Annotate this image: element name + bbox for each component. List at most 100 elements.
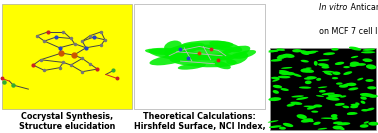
- Text: In vitro: In vitro: [319, 3, 348, 12]
- Ellipse shape: [149, 54, 189, 65]
- Ellipse shape: [297, 114, 307, 119]
- Ellipse shape: [311, 111, 318, 113]
- Ellipse shape: [347, 112, 355, 115]
- Ellipse shape: [291, 95, 304, 97]
- Text: Anticancer studies: Anticancer studies: [348, 3, 378, 12]
- Ellipse shape: [164, 45, 234, 59]
- Ellipse shape: [340, 95, 346, 98]
- Ellipse shape: [304, 119, 314, 122]
- Ellipse shape: [277, 48, 285, 51]
- Ellipse shape: [145, 49, 178, 55]
- Ellipse shape: [292, 73, 302, 77]
- Ellipse shape: [305, 80, 311, 84]
- Ellipse shape: [343, 71, 352, 75]
- Ellipse shape: [213, 61, 231, 69]
- Ellipse shape: [302, 69, 314, 73]
- Ellipse shape: [331, 48, 339, 51]
- Ellipse shape: [335, 62, 344, 65]
- Ellipse shape: [283, 54, 294, 58]
- Ellipse shape: [283, 123, 293, 127]
- Ellipse shape: [273, 85, 282, 88]
- Ellipse shape: [269, 125, 282, 128]
- Ellipse shape: [307, 76, 317, 79]
- Ellipse shape: [348, 87, 358, 90]
- Ellipse shape: [299, 86, 311, 89]
- Ellipse shape: [318, 59, 329, 61]
- Ellipse shape: [279, 70, 290, 74]
- Ellipse shape: [305, 51, 319, 53]
- Ellipse shape: [181, 40, 233, 50]
- Ellipse shape: [268, 120, 279, 123]
- Ellipse shape: [357, 78, 363, 80]
- Ellipse shape: [338, 127, 345, 130]
- Ellipse shape: [290, 102, 302, 105]
- Ellipse shape: [366, 108, 374, 111]
- Ellipse shape: [360, 93, 374, 97]
- Ellipse shape: [364, 59, 373, 62]
- Ellipse shape: [361, 101, 366, 104]
- Ellipse shape: [292, 49, 302, 52]
- Ellipse shape: [318, 86, 327, 88]
- Text: Theoretical Calculations:
Hirshfeld Surface, NCI Index,
Molecular Modelling: Theoretical Calculations: Hirshfeld Surf…: [133, 112, 265, 133]
- Ellipse shape: [339, 85, 348, 88]
- FancyBboxPatch shape: [270, 48, 376, 130]
- Ellipse shape: [280, 88, 289, 91]
- Text: on MCF 7 cell lines: on MCF 7 cell lines: [319, 27, 378, 36]
- Ellipse shape: [279, 127, 286, 130]
- Ellipse shape: [350, 61, 360, 66]
- Ellipse shape: [347, 112, 358, 115]
- Ellipse shape: [316, 95, 324, 97]
- FancyBboxPatch shape: [2, 4, 132, 109]
- Ellipse shape: [164, 41, 182, 52]
- Ellipse shape: [209, 41, 242, 52]
- Ellipse shape: [314, 104, 322, 107]
- Ellipse shape: [350, 105, 358, 108]
- Ellipse shape: [278, 55, 288, 58]
- Ellipse shape: [355, 102, 359, 105]
- Ellipse shape: [368, 122, 378, 126]
- Ellipse shape: [323, 52, 335, 55]
- Ellipse shape: [333, 126, 343, 130]
- Ellipse shape: [361, 51, 375, 53]
- Ellipse shape: [234, 50, 256, 59]
- Ellipse shape: [351, 56, 358, 58]
- Ellipse shape: [305, 67, 311, 69]
- Ellipse shape: [279, 71, 290, 75]
- Ellipse shape: [321, 66, 330, 69]
- Ellipse shape: [178, 63, 206, 70]
- Ellipse shape: [324, 72, 332, 75]
- Ellipse shape: [278, 76, 291, 78]
- Ellipse shape: [342, 106, 349, 108]
- Ellipse shape: [196, 54, 233, 61]
- Ellipse shape: [322, 93, 335, 95]
- Ellipse shape: [349, 47, 361, 51]
- Ellipse shape: [285, 72, 295, 75]
- Ellipse shape: [271, 77, 280, 79]
- Ellipse shape: [301, 68, 310, 73]
- Ellipse shape: [301, 118, 313, 123]
- Ellipse shape: [363, 58, 372, 62]
- Ellipse shape: [268, 50, 278, 52]
- Ellipse shape: [287, 103, 295, 107]
- Ellipse shape: [305, 51, 316, 54]
- Ellipse shape: [321, 117, 334, 119]
- Ellipse shape: [301, 60, 309, 63]
- Ellipse shape: [226, 52, 248, 65]
- Ellipse shape: [331, 114, 338, 118]
- Ellipse shape: [337, 122, 350, 125]
- Ellipse shape: [272, 79, 280, 82]
- Ellipse shape: [343, 83, 352, 86]
- Ellipse shape: [318, 63, 329, 67]
- Ellipse shape: [336, 82, 342, 85]
- Ellipse shape: [356, 63, 366, 66]
- Ellipse shape: [332, 77, 338, 79]
- Ellipse shape: [361, 109, 369, 111]
- Ellipse shape: [332, 117, 338, 120]
- Ellipse shape: [307, 106, 317, 110]
- Ellipse shape: [273, 90, 279, 94]
- Ellipse shape: [326, 97, 340, 101]
- Ellipse shape: [350, 104, 359, 106]
- Ellipse shape: [313, 122, 321, 125]
- Ellipse shape: [277, 55, 287, 59]
- Ellipse shape: [281, 67, 293, 69]
